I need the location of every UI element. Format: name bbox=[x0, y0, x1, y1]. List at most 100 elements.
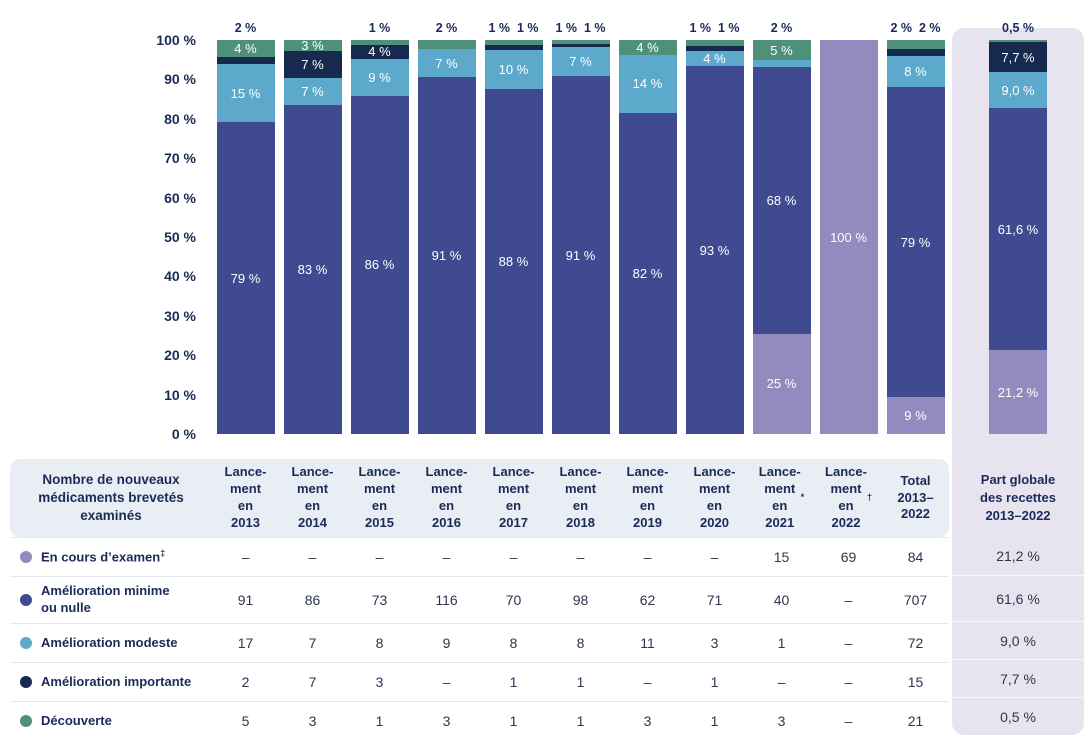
bar-segment-encours: 9 % bbox=[886, 397, 945, 434]
value-cell: 98 bbox=[572, 592, 589, 608]
bar-segment-importante: 4 % bbox=[350, 44, 409, 60]
bar-segment-minime: 79 % bbox=[216, 122, 275, 434]
segment-label: 15 % bbox=[230, 85, 261, 101]
segment-label: 14 % bbox=[632, 76, 663, 92]
segment-label: 86 % bbox=[364, 257, 395, 273]
bar-segment-encours: 21,2 % bbox=[989, 350, 1047, 434]
above-bar-label: 2 % 2 % bbox=[890, 21, 941, 35]
value-cell: 1 bbox=[509, 713, 518, 729]
legend-dot-importante bbox=[20, 676, 32, 688]
value-cell: 3 bbox=[643, 713, 652, 729]
bar-segment-encours: 100 % bbox=[819, 40, 878, 434]
table-row: Amélioration importante 2 7 3 – 1 1 – 1 – – 15 bbox=[10, 662, 949, 701]
y-axis-tick: 10 % bbox=[164, 386, 196, 403]
bar-segment-importante: 7,7 % bbox=[989, 41, 1047, 73]
bar-2021: 25 % 68 % 5 % bbox=[752, 40, 811, 434]
value-cell: 3 bbox=[777, 713, 786, 729]
value-cell: 84 bbox=[907, 549, 924, 565]
bar-segment-decouverte: 4 % bbox=[618, 40, 677, 56]
value-cell: 15 bbox=[907, 674, 924, 690]
segment-label: 25 % bbox=[766, 376, 797, 392]
bar-2015: 86 % 9 % 4 % bbox=[350, 40, 409, 434]
value-cell: 1 bbox=[777, 635, 786, 651]
segment-label: 100 % bbox=[830, 229, 867, 245]
legend-dot-decouverte bbox=[20, 715, 32, 727]
segment-label: 9,0 % bbox=[1001, 82, 1035, 98]
value-cell: 1 bbox=[710, 713, 719, 729]
column-header-2019: Lance-ment en 2019 bbox=[626, 464, 669, 530]
y-axis-tick: 20 % bbox=[164, 347, 196, 364]
y-axis-tick: 100 % bbox=[156, 32, 196, 48]
value-cell: – bbox=[241, 549, 250, 565]
row-label: En cours d’examen‡ bbox=[41, 547, 166, 565]
bar-segment-decouverte bbox=[551, 40, 610, 44]
y-axis-tick: 0 % bbox=[171, 426, 196, 442]
segment-label: 8 % bbox=[904, 64, 927, 80]
column-header-2018: Lance-ment en 2018 bbox=[559, 464, 602, 530]
bar-segment-minime: 83 % bbox=[283, 105, 342, 434]
bar-segment-minime: 82 % bbox=[618, 112, 677, 434]
part-value-cell: 61,6 % bbox=[952, 575, 1084, 621]
column-header-2016: Lance-ment en 2016 bbox=[425, 464, 468, 530]
bar-segment-modeste: 8 % bbox=[886, 55, 945, 88]
value-cell: 1 bbox=[710, 674, 719, 690]
bar-segment-modeste: 9 % bbox=[350, 58, 409, 96]
bar-segment-encours: 25 % bbox=[752, 333, 811, 434]
column-header-2014: Lance-ment en 2014 bbox=[291, 464, 334, 530]
bar-segment-modeste bbox=[752, 60, 811, 67]
column-header-2021: Lance-ment en 2021 * bbox=[758, 464, 805, 530]
bar-2016: 91 % 7 % bbox=[417, 40, 476, 434]
segment-label: 93 % bbox=[699, 242, 730, 258]
y-axis-tick: 30 % bbox=[164, 307, 196, 324]
bar-segment-modeste: 7 % bbox=[417, 49, 476, 78]
bar-total: 9 % 79 % 8 % bbox=[886, 40, 945, 434]
above-bar-label: 2 % bbox=[234, 21, 257, 36]
bar-segment-minime: 93 % bbox=[685, 66, 744, 434]
bar-segment-decouverte bbox=[484, 40, 543, 45]
bar-segment-importante bbox=[216, 57, 275, 65]
segment-label: 88 % bbox=[498, 254, 529, 270]
segment-label: 61,6 % bbox=[997, 221, 1039, 237]
bar-segment-decouverte bbox=[350, 40, 409, 45]
part-value-cell: 21,2 % bbox=[996, 548, 1040, 564]
value-cell: 3 bbox=[308, 713, 317, 729]
value-cell: 40 bbox=[773, 592, 790, 608]
segment-label: 7,7 % bbox=[1001, 49, 1035, 65]
y-axis-tick: 70 % bbox=[164, 150, 196, 167]
segment-label: 4 % bbox=[703, 50, 726, 66]
table-title-cell: Nombre de nouveaux médicaments brevetés … bbox=[38, 471, 184, 524]
part-value-cell: 7,7 % bbox=[952, 659, 1084, 697]
above-bar-label: 2 % bbox=[435, 21, 458, 35]
bar-segment-minime: 79 % bbox=[886, 87, 945, 398]
value-cell: – bbox=[844, 592, 853, 608]
table-row: Découverte 5 3 1 3 1 1 3 1 3 – 21 bbox=[10, 701, 949, 740]
segment-label: 79 % bbox=[230, 270, 261, 286]
column-header-2022: Lance-ment en 2022 † bbox=[825, 464, 872, 530]
row-label-cell: En cours d’examen‡ bbox=[10, 538, 212, 576]
bar-2019: 82 % 14 % 4 % bbox=[618, 40, 677, 434]
segment-label: 21,2 % bbox=[997, 384, 1039, 400]
segment-label: 9 % bbox=[368, 69, 391, 85]
y-axis-tick: 50 % bbox=[164, 229, 196, 245]
segment-label: 83 % bbox=[297, 262, 328, 277]
value-cell: 7 bbox=[308, 635, 317, 651]
row-label-cell: Découverte bbox=[10, 702, 212, 740]
bar-segment-decouverte: 3 % bbox=[283, 39, 342, 52]
bar-segment-minime: 91 % bbox=[417, 77, 476, 434]
segment-label: 10 % bbox=[498, 62, 529, 78]
row-label: Découverte bbox=[41, 712, 112, 728]
value-cell: 3 bbox=[442, 713, 451, 729]
bar-segment-decouverte bbox=[886, 40, 945, 50]
value-cell: 8 bbox=[375, 635, 384, 651]
above-bar-label: 0,5 % bbox=[1002, 21, 1034, 35]
legend-dot-encours bbox=[20, 551, 32, 563]
value-cell: 707 bbox=[903, 592, 928, 608]
bar-2020: 93 % 4 % bbox=[685, 40, 744, 434]
value-cell: 71 bbox=[706, 592, 723, 608]
bar-segment-decouverte: 4 % bbox=[216, 40, 275, 58]
segment-label: 4 % bbox=[368, 44, 391, 60]
bar-segment-minime: 68 % bbox=[752, 66, 811, 334]
value-cell: 1 bbox=[509, 674, 518, 690]
segment-label: 9 % bbox=[904, 408, 927, 424]
bar-segment-decouverte: 5 % bbox=[752, 40, 811, 61]
